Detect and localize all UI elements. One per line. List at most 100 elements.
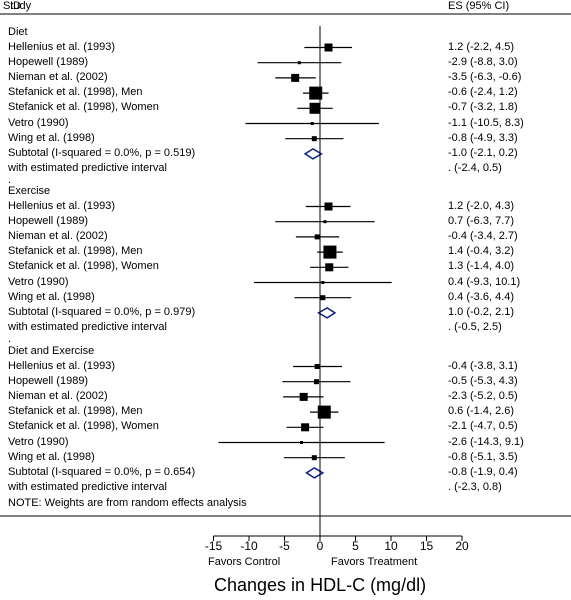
study-label: Wing et al. (1998) — [8, 290, 95, 303]
study-label: Stefanick et al. (1998), Men — [8, 86, 143, 99]
weights-note: NOTE: Weights are from random effects an… — [8, 497, 247, 509]
study-ci-text: -2.3 (-5.2, 0.5) — [448, 389, 518, 402]
study-label: Hellenius et al. (1993) — [8, 359, 116, 372]
x-tick-label: 10 — [384, 539, 398, 553]
subtotal-diamond — [317, 307, 337, 319]
effect-square — [320, 295, 326, 301]
effect-square — [311, 136, 317, 142]
study-label: Stefanick et al. (1998), Women — [8, 101, 159, 114]
predictive-ci-text: . (-2.3, 0.8) — [448, 481, 502, 494]
study-label: Hopewell (1989) — [8, 55, 89, 68]
study-ci-text: 0.4 (-9.3, 10.1) — [448, 275, 521, 288]
effect-square — [309, 102, 321, 114]
predictive-label: with estimated predictive interval — [8, 162, 167, 175]
study-ci-text: -0.7 (-3.2, 1.8) — [448, 101, 518, 114]
subtotal-diamond — [305, 467, 325, 479]
effect-square — [300, 441, 304, 444]
x-tick-label: 0 — [316, 539, 324, 553]
effect-square — [324, 202, 333, 211]
study-label: Stefanick et al. (1998), Men — [8, 245, 143, 258]
subtotal-label: Subtotal (I-squared = 0.0%, p = 0.979) — [8, 305, 196, 318]
study-ci-text: 1.3 (-1.4, 4.0) — [448, 260, 515, 273]
study-ci-text: -2.9 (-8.8, 3.0) — [448, 55, 518, 68]
study-ci-text: -0.5 (-5.3, 4.3) — [448, 374, 518, 387]
subtotal-label: Subtotal (I-squared = 0.0%, p = 0.654) — [8, 465, 196, 478]
effect-square — [325, 263, 334, 272]
header-id: ID — [10, 0, 21, 12]
study-ci-text: -3.5 (-6.3, -0.6) — [448, 70, 522, 83]
x-tick-label: -15 — [204, 539, 223, 553]
effect-square — [314, 364, 320, 369]
study-ci-text: 0.7 (-6.3, 7.7) — [448, 214, 515, 227]
study-ci-text: -0.8 (-4.9, 3.3) — [448, 131, 518, 144]
subtotal-ci-text: 1.0 (-0.2, 2.1) — [448, 305, 515, 318]
effect-square — [299, 392, 308, 401]
study-label: Stefanick et al. (1998), Men — [8, 405, 143, 418]
effect-square — [313, 379, 319, 385]
x-axis-title: Changes in HDL-C (mg/dl) — [214, 575, 427, 595]
subtotal-diamond — [303, 148, 323, 160]
study-ci-text: -0.4 (-3.4, 2.7) — [448, 229, 518, 242]
subtotal-ci-text: -0.8 (-1.9, 0.4) — [448, 465, 518, 478]
effect-square — [291, 73, 300, 82]
study-label: Vetro (1990) — [8, 435, 69, 448]
study-ci-text: 0.4 (-3.6, 4.4) — [448, 290, 515, 303]
header-es: ES (95% CI) — [448, 0, 510, 12]
study-label: Hopewell (1989) — [8, 214, 89, 227]
study-label: Stefanick et al. (1998), Women — [8, 420, 159, 433]
x-tick-label: 20 — [455, 539, 469, 553]
study-label: Wing et al. (1998) — [8, 131, 95, 144]
study-label: Hopewell (1989) — [8, 374, 89, 387]
study-ci-text: -0.6 (-2.4, 1.2) — [448, 86, 518, 99]
study-ci-text: 1.2 (-2.0, 4.3) — [448, 199, 515, 212]
study-ci-text: 1.4 (-0.4, 3.2) — [448, 245, 515, 258]
study-label: Wing et al. (1998) — [8, 450, 95, 463]
group-title: Exercise — [8, 185, 51, 197]
study-ci-text: -0.8 (-5.1, 3.5) — [448, 450, 518, 463]
effect-square — [297, 61, 301, 65]
predictive-ci-text: . (-0.5, 2.5) — [448, 321, 502, 334]
study-ci-text: -2.1 (-4.7, 0.5) — [448, 420, 518, 433]
effect-square — [310, 122, 314, 125]
spacer-dot: . — [8, 493, 12, 506]
header-study: Study — [3, 0, 32, 12]
spacer-dot: . — [8, 333, 12, 346]
favors-control-label: Favors Control — [208, 556, 281, 568]
effect-square — [321, 281, 325, 284]
study-label: Stefanick et al. (1998), Women — [8, 260, 159, 273]
effect-square — [324, 43, 333, 52]
effect-square — [301, 423, 310, 432]
study-ci-text: -1.1 (-10.5, 8.3) — [448, 116, 524, 129]
study-label: Vetro (1990) — [8, 116, 69, 129]
x-tick-label: -5 — [279, 539, 290, 553]
study-label: Vetro (1990) — [8, 275, 69, 288]
effect-square — [323, 220, 327, 224]
effect-square — [317, 405, 331, 419]
study-label: Hellenius et al. (1993) — [8, 40, 116, 53]
predictive-ci-text: . (-2.4, 0.5) — [448, 162, 502, 175]
effect-square — [309, 86, 323, 100]
predictive-label: with estimated predictive interval — [8, 321, 167, 334]
study-label: Nieman et al. (2002) — [8, 70, 108, 83]
group-title: Diet and Exercise — [8, 345, 95, 357]
study-ci-text: 1.2 (-2.2, 4.5) — [448, 40, 515, 53]
study-ci-text: -0.4 (-3.8, 3.1) — [448, 359, 518, 372]
x-tick-label: 5 — [352, 539, 359, 553]
spacer-dot: . — [8, 174, 12, 187]
study-label: Nieman et al. (2002) — [8, 389, 108, 402]
effect-square — [323, 245, 337, 259]
study-label: Hellenius et al. (1993) — [8, 199, 116, 212]
group-title: Diet — [8, 26, 28, 38]
study-ci-text: -2.6 (-14.3, 9.1) — [448, 435, 524, 448]
predictive-label: with estimated predictive interval — [8, 481, 167, 494]
subtotal-label: Subtotal (I-squared = 0.0%, p = 0.519) — [8, 146, 196, 159]
x-tick-label: 15 — [419, 539, 434, 553]
effect-square — [314, 234, 320, 240]
favors-treatment-label: Favors Treatment — [331, 556, 418, 568]
study-label: Nieman et al. (2002) — [8, 229, 108, 242]
effect-square — [311, 455, 317, 461]
study-ci-text: 0.6 (-1.4, 2.6) — [448, 405, 515, 418]
subtotal-ci-text: -1.0 (-2.1, 0.2) — [448, 146, 518, 159]
x-tick-label: -10 — [240, 539, 258, 553]
